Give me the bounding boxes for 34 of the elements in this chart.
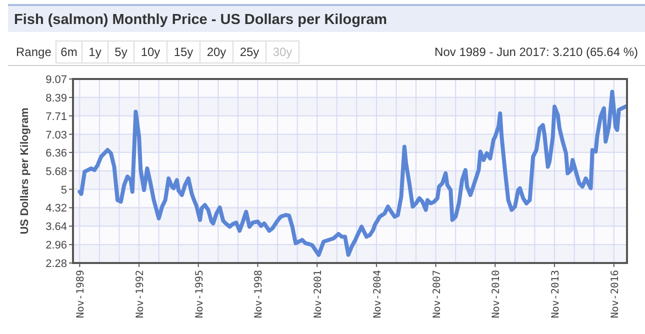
text: 30y bbox=[272, 45, 292, 59]
x-tick-label: Nov-2004 bbox=[372, 270, 384, 318]
x-tick-label: Nov-1989 bbox=[76, 270, 87, 318]
y-tick-label: 6.36 bbox=[46, 147, 67, 160]
text: Nov 1989 - Jun 2017: 3.210 (65.64 %) bbox=[434, 45, 638, 59]
x-tick-label: Nov-2007 bbox=[432, 270, 443, 318]
y-tick-label: 9.07 bbox=[46, 74, 67, 86]
y-tick-label: 5.68 bbox=[46, 166, 67, 178]
x-tick-label: Nov-2013 bbox=[550, 270, 562, 318]
text: 25y bbox=[240, 45, 260, 59]
x-tick-label: Nov-2010 bbox=[491, 270, 502, 318]
x-tick-label: Nov-1995 bbox=[194, 270, 206, 318]
text: 15y bbox=[174, 45, 194, 59]
y-tick-label: 2.96 bbox=[46, 240, 67, 252]
x-tick-label: Nov-1998 bbox=[254, 270, 265, 318]
y-tick-label: 8.39 bbox=[46, 92, 67, 104]
x-tick-label: Nov-2001 bbox=[313, 270, 324, 318]
text: 1y bbox=[88, 45, 102, 59]
text: 6m bbox=[60, 45, 78, 59]
chart-title: Fish (salmon) Monthly Price - US Dollars per Kilogram bbox=[14, 12, 388, 28]
y-tick-label: 2.28 bbox=[46, 258, 67, 270]
text: 20y bbox=[206, 45, 226, 59]
y-axis-title: US Dollars per Kilogram bbox=[19, 108, 31, 234]
text: 5y bbox=[114, 45, 128, 59]
text: Range bbox=[16, 45, 52, 59]
y-tick-label: 7.71 bbox=[46, 110, 67, 123]
x-tick-label: Nov-2016 bbox=[610, 270, 621, 318]
y-tick-label: 3.64 bbox=[46, 221, 67, 234]
x-tick-label: Nov-1992 bbox=[135, 270, 146, 318]
line-series bbox=[78, 90, 628, 257]
y-tick-label: 7.03 bbox=[46, 129, 67, 142]
y-tick-label: 5 bbox=[60, 184, 67, 196]
text: 10y bbox=[140, 45, 160, 59]
y-tick-label: 4.32 bbox=[46, 202, 67, 215]
